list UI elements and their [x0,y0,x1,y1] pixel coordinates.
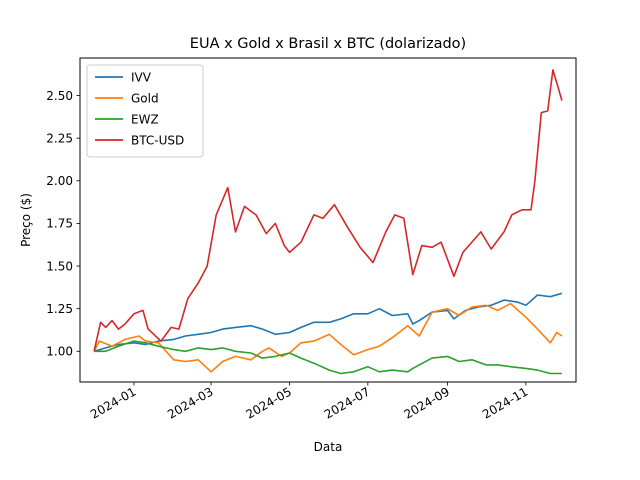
series-line-ewz [94,340,562,375]
legend-box [86,64,204,158]
x-axis-label: Data [314,440,343,454]
y-tick-label: 1.75 [46,217,73,231]
legend-label: IVV [131,70,152,84]
series-line-gold [93,302,563,373]
legend-label: Gold [131,91,159,105]
series-layer [93,69,563,375]
y-axis: 1.00 1.25 1.50 1.75 2.00 2.25 2.50 [46,89,80,359]
chart-title: EUA x Gold x Brasil x BTC (dolarizado) [190,36,466,52]
y-axis-label: Preço ($) [19,193,33,247]
legend-label: EWZ [131,112,159,126]
axes-frame [79,57,577,383]
y-tick-label: 1.00 [46,345,73,359]
series-line-btc-usd [93,69,563,352]
legend: IVV Gold EWZ BTC-USD [86,64,204,158]
y-tick-label: 1.25 [46,302,73,316]
y-tick-label: 2.00 [46,174,73,188]
legend-label: BTC-USD [131,133,184,147]
y-tick-label: 2.25 [46,131,73,145]
y-tick-label: 2.50 [46,89,73,103]
y-tick-label: 1.50 [46,259,73,273]
